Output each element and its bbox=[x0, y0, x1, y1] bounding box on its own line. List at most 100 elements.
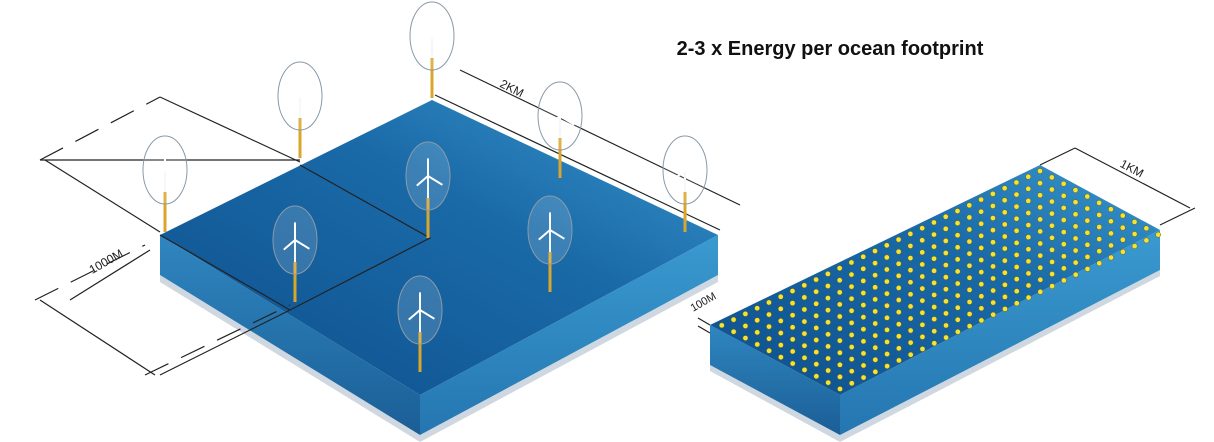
buoy bbox=[907, 315, 914, 322]
buoy bbox=[789, 336, 796, 343]
buoy bbox=[872, 272, 878, 279]
title: 2-3 x Energy per ocean footprint bbox=[677, 38, 984, 60]
blade bbox=[559, 115, 575, 126]
buoy bbox=[1001, 221, 1008, 228]
buoy bbox=[730, 328, 737, 335]
buoy bbox=[766, 323, 772, 330]
buoy bbox=[872, 332, 879, 339]
buoy bbox=[907, 351, 914, 358]
buoy bbox=[1002, 294, 1008, 300]
buoy bbox=[872, 248, 878, 254]
buoy bbox=[943, 286, 949, 293]
buoy bbox=[825, 379, 832, 386]
buoy bbox=[1013, 276, 1020, 282]
buoy bbox=[837, 374, 843, 380]
buoy bbox=[896, 345, 902, 352]
buoy bbox=[813, 361, 820, 368]
buoy bbox=[978, 257, 985, 263]
buoy bbox=[954, 292, 961, 299]
buoy bbox=[1119, 224, 1126, 231]
buoy bbox=[919, 297, 926, 304]
buoy bbox=[1072, 211, 1079, 218]
buoy bbox=[860, 290, 867, 296]
buoy bbox=[919, 261, 926, 268]
buoy bbox=[860, 302, 867, 308]
buoy bbox=[1155, 231, 1162, 238]
buoy bbox=[1025, 234, 1032, 240]
buoy bbox=[907, 291, 914, 298]
buoy bbox=[990, 263, 996, 270]
buoy bbox=[778, 354, 784, 360]
buoy bbox=[907, 267, 914, 273]
buoy bbox=[943, 298, 949, 305]
turbine bbox=[277, 61, 323, 158]
buoy bbox=[754, 305, 761, 312]
buoy bbox=[1060, 229, 1067, 235]
buoy bbox=[931, 267, 937, 274]
buoy bbox=[1037, 204, 1043, 211]
buoy bbox=[884, 327, 890, 333]
buoy bbox=[872, 284, 878, 291]
buoy bbox=[954, 280, 961, 287]
buoy bbox=[1048, 174, 1055, 181]
buoy bbox=[978, 317, 985, 324]
buoy bbox=[813, 325, 820, 331]
buoy bbox=[895, 285, 902, 291]
buoy bbox=[919, 273, 926, 280]
turbine bbox=[662, 135, 708, 232]
buoy bbox=[1131, 231, 1138, 237]
buoy bbox=[942, 238, 949, 244]
buoy bbox=[1049, 198, 1055, 205]
buoy bbox=[978, 293, 985, 300]
buoy bbox=[942, 250, 949, 256]
buoy bbox=[813, 276, 819, 283]
buoy bbox=[837, 337, 843, 344]
buoy bbox=[1108, 242, 1114, 249]
buoy bbox=[907, 243, 914, 249]
buoy bbox=[801, 306, 808, 313]
buoy bbox=[813, 288, 819, 295]
buoy bbox=[860, 326, 867, 333]
buoy bbox=[978, 269, 985, 275]
buoy bbox=[943, 274, 949, 280]
buoy bbox=[884, 363, 890, 369]
buoy bbox=[825, 283, 831, 289]
buoy bbox=[1119, 236, 1126, 243]
buoy bbox=[990, 203, 996, 209]
buoy bbox=[872, 260, 878, 266]
buoy bbox=[1060, 205, 1067, 211]
buoy bbox=[1096, 260, 1103, 267]
buoy bbox=[1025, 185, 1032, 192]
buoy bbox=[1096, 236, 1103, 242]
buoy bbox=[825, 367, 831, 374]
buoy bbox=[1002, 281, 1008, 288]
buoy bbox=[990, 227, 996, 233]
buoy bbox=[778, 342, 784, 348]
buoy bbox=[954, 232, 961, 239]
buoy bbox=[896, 357, 902, 364]
buoy bbox=[990, 311, 997, 318]
buoy bbox=[966, 299, 973, 305]
buoy bbox=[931, 304, 938, 310]
buoy bbox=[1049, 247, 1055, 253]
buoy bbox=[1049, 283, 1055, 289]
buoy bbox=[966, 287, 973, 293]
buoy bbox=[1025, 270, 1032, 277]
buoy bbox=[931, 292, 937, 298]
buoy bbox=[931, 280, 937, 286]
buoy bbox=[895, 333, 902, 340]
buoy bbox=[825, 331, 831, 338]
buoy bbox=[837, 361, 843, 368]
buoy bbox=[848, 356, 855, 362]
buoy bbox=[884, 339, 890, 345]
buoy bbox=[943, 322, 949, 329]
buoy bbox=[907, 327, 914, 334]
buoy bbox=[848, 380, 855, 387]
buoy bbox=[884, 290, 890, 297]
buoy bbox=[1001, 209, 1008, 216]
buoy bbox=[1084, 217, 1091, 224]
buoy bbox=[1037, 264, 1044, 271]
buoy bbox=[1025, 258, 1032, 265]
blade bbox=[420, 35, 433, 47]
